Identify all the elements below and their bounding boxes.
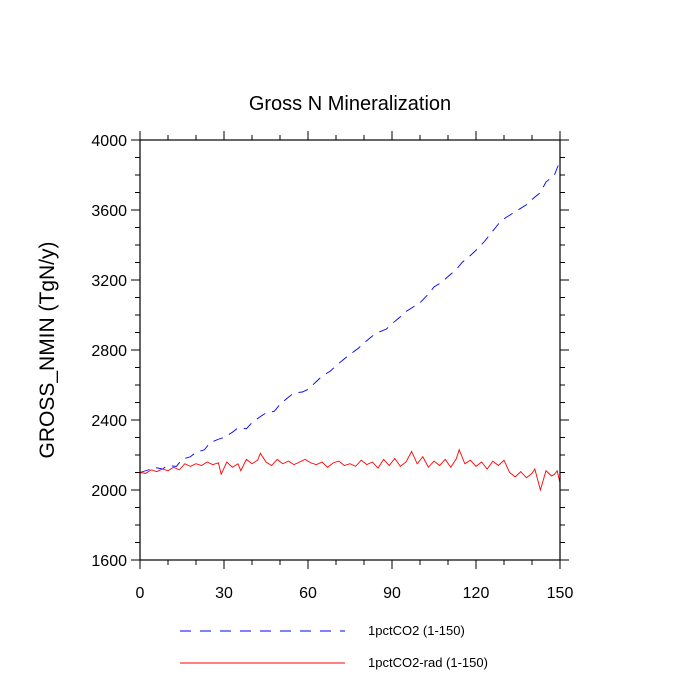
x-tick-label: 60 [299, 585, 317, 602]
y-tick-label: 1600 [91, 553, 127, 570]
series-line-1pctco2 [139, 160, 561, 473]
plot-frame [139, 139, 561, 561]
plot-series-group [139, 160, 561, 492]
y-tick-label: 2400 [91, 413, 127, 430]
x-tick-label: 90 [383, 585, 401, 602]
y-tick-label: 3600 [91, 203, 127, 220]
series-line-1pctco2-rad [139, 448, 561, 492]
y-tick-label: 2800 [91, 343, 127, 360]
axis-tick-labels: 0 30 60 90 120 150 1600 2000 2400 2800 3200 3600 400… [91, 133, 573, 602]
y-tick-label: 3200 [91, 273, 127, 290]
x-tick-label: 150 [547, 585, 574, 602]
axis-ticks [131, 131, 569, 569]
legend: 1pctCO2 (1-150) 1pctCO2-rad (1-150) [180, 623, 488, 670]
chart-title: Gross N Mineralization [249, 93, 451, 115]
legend-label-1pctco2: 1pctCO2 (1-150) [368, 623, 465, 638]
y-tick-label: 2000 [91, 483, 127, 500]
x-tick-label: 30 [215, 585, 233, 602]
y-tick-label: 4000 [91, 133, 127, 150]
legend-label-1pctco2-rad: 1pctCO2-rad (1-150) [368, 655, 488, 670]
x-tick-label: 120 [463, 585, 490, 602]
x-tick-label: 0 [136, 585, 145, 602]
y-axis-label: GROSS_NMIN (TgN/y) [36, 241, 59, 458]
